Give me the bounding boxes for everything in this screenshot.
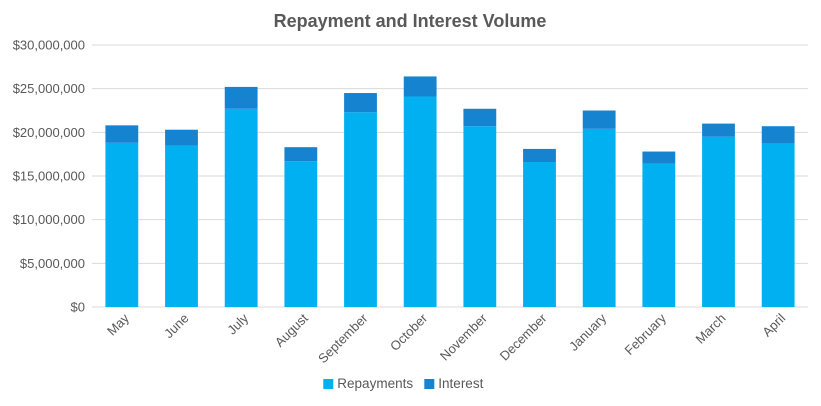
x-tick-label: August	[272, 310, 311, 349]
bar-interest-december	[523, 148, 556, 163]
y-axis-tick-labels: $0 $5,000,000 $10,000,000 $15,000,000 $20,00…	[13, 38, 85, 315]
bar-repayments-october	[403, 96, 437, 307]
legend-swatch-repayments	[323, 379, 334, 389]
y-tick-label: $10,000,000	[13, 212, 85, 227]
bar-repayments-december	[523, 162, 556, 307]
x-tick-label: October	[387, 310, 431, 354]
y-tick-label: $25,000,000	[13, 81, 85, 96]
bar-interest-january	[582, 110, 616, 129]
x-tick-label: September	[315, 310, 371, 366]
bar-interest-october	[403, 76, 437, 97]
bar-interest-april	[761, 126, 795, 144]
legend-label-interest: Interest	[438, 376, 483, 391]
bar-repayments-march	[702, 136, 735, 307]
bar-repayments-july	[224, 108, 258, 308]
x-tick-label: March	[692, 311, 728, 347]
x-tick-label: April	[759, 310, 788, 339]
y-tick-label: $5,000,000	[20, 256, 85, 271]
x-tick-label: May	[104, 310, 132, 338]
x-tick-label: February	[622, 310, 670, 358]
y-tick-label: $30,000,000	[13, 38, 85, 53]
gridlines	[92, 44, 808, 308]
bars	[105, 76, 795, 308]
legend-swatch-interest	[424, 379, 435, 389]
bar-interest-november	[463, 108, 497, 127]
legend-label-repayments: Repayments	[337, 376, 413, 391]
x-tick-label: July	[224, 310, 251, 337]
x-tick-label: June	[161, 311, 192, 342]
legend: Repayments Interest	[323, 376, 484, 391]
chart-title: Repayment and Interest Volume	[274, 11, 547, 31]
bar-interest-february	[642, 151, 676, 164]
x-tick-label: January	[566, 310, 610, 354]
y-tick-label: $15,000,000	[13, 169, 85, 184]
y-tick-label: $20,000,000	[13, 125, 85, 140]
bar-interest-september	[344, 93, 377, 113]
bar-interest-july	[224, 86, 258, 109]
bar-repayments-april	[761, 143, 795, 307]
y-tick-label: $0	[71, 300, 85, 315]
bar-repayments-may	[105, 142, 139, 307]
x-tick-label: December	[497, 310, 550, 363]
bar-interest-march	[702, 123, 735, 137]
bar-interest-august	[284, 147, 318, 162]
bar-repayments-january	[582, 128, 616, 307]
bar-repayments-february	[642, 163, 676, 307]
bar-repayments-june	[165, 145, 198, 307]
bar-repayments-september	[344, 112, 377, 307]
bar-repayments-november	[463, 126, 497, 307]
x-tick-label: November	[437, 310, 490, 363]
bar-repayments-august	[284, 161, 318, 307]
bar-interest-june	[165, 129, 198, 146]
x-axis-tick-labels: May June July August September October Novembe…	[104, 310, 788, 366]
bar-interest-may	[105, 125, 139, 143]
